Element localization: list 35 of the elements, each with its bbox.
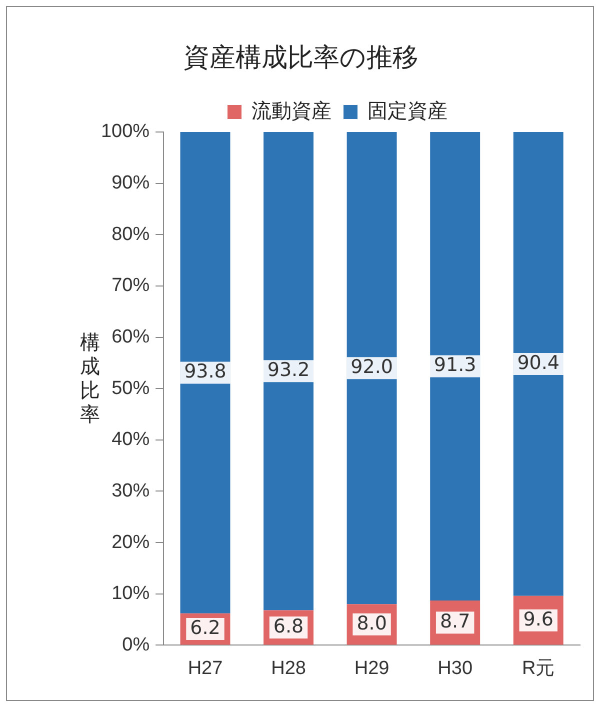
data-label: 8.7 (440, 610, 470, 633)
y-tick-label: 30% (112, 480, 150, 502)
data-label: 6.2 (190, 616, 220, 639)
y-tick-label: 0% (122, 634, 150, 656)
x-tick-label: H28 (271, 658, 306, 679)
bar (180, 132, 230, 614)
y-tick-label: 100% (100, 121, 150, 142)
data-label: 8.0 (356, 612, 387, 634)
x-tick-label: H29 (354, 658, 390, 679)
data-label: 6.8 (273, 615, 304, 638)
data-label: 9.6 (523, 608, 554, 630)
x-tick-label: R元 (522, 658, 555, 679)
y-tick-label: 20% (112, 532, 150, 553)
y-tick-label: 60% (112, 326, 150, 348)
y-tick-label: 50% (112, 378, 150, 399)
x-tick-label: H30 (438, 658, 473, 679)
bar (513, 132, 564, 596)
data-label: 91.3 (434, 354, 476, 376)
legend-label: 固定資産 (368, 100, 448, 123)
bar (346, 132, 397, 604)
data-label: 90.4 (517, 352, 560, 374)
y-tick-label: 70% (112, 275, 150, 296)
y-tick-label: 40% (112, 429, 150, 450)
chart-title: 資産構成比率の推移 (182, 42, 420, 75)
x-tick-label: H27 (188, 658, 223, 679)
data-label: 92.0 (350, 356, 393, 378)
y-tick-label: 10% (112, 583, 150, 604)
data-label: 93.8 (184, 360, 226, 383)
legend-label: 流動資産 (252, 100, 332, 123)
bar (264, 132, 314, 610)
bar (430, 132, 480, 601)
data-label: 93.2 (267, 359, 310, 382)
y-tick-label: 80% (112, 224, 150, 245)
y-tick-label: 90% (112, 172, 150, 194)
y-axis-title: 構成比率 (80, 330, 101, 426)
